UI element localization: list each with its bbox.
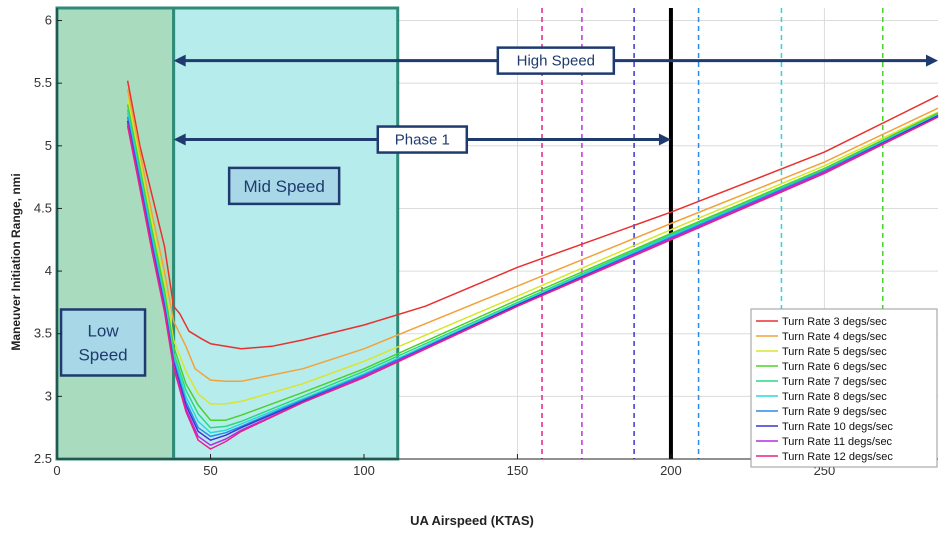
x-tick-label: 200 xyxy=(660,463,682,478)
arrowhead-right xyxy=(926,54,938,67)
region-label: Mid Speed xyxy=(244,177,325,196)
series-lines xyxy=(126,80,939,450)
x-tick-label: 100 xyxy=(353,463,375,478)
legend-label: Turn Rate 9 degs/sec xyxy=(782,406,887,418)
legend-label: Turn Rate 11 degs/sec xyxy=(782,436,893,448)
legend: Turn Rate 3 degs/sec Turn Rate 4 degs/sec… xyxy=(750,308,938,468)
arrow-label: High Speed xyxy=(517,53,595,70)
x-tick-label: 0 xyxy=(53,463,60,478)
legend-label: Turn Rate 10 degs/sec xyxy=(782,421,893,433)
region-label: Low xyxy=(87,321,119,340)
series-line xyxy=(126,89,939,383)
series-line xyxy=(126,109,939,429)
legend-label: Turn Rate 6 degs/sec xyxy=(782,361,887,373)
y-tick-label: 5 xyxy=(45,138,52,153)
series-line xyxy=(126,80,939,350)
legend-label: Turn Rate 4 degs/sec xyxy=(782,331,887,343)
legend-label: Turn Rate 7 degs/sec xyxy=(782,376,887,388)
x-axis-label: UA Airspeed (KTAS) xyxy=(410,513,534,528)
arrowhead-left xyxy=(173,54,186,67)
legend-label: Turn Rate 12 degs/sec xyxy=(782,451,893,463)
annotations: Phase 1 High Speed Low Speed Mid Speed xyxy=(59,46,938,377)
y-tick-label: 4.5 xyxy=(34,200,52,215)
y-tick-label: 5.5 xyxy=(34,75,52,90)
y-tick-label: 3.5 xyxy=(34,326,52,341)
series-line xyxy=(126,104,939,421)
series-line xyxy=(126,98,939,405)
y-tick-label: 3 xyxy=(45,388,52,403)
speed-region xyxy=(172,6,400,461)
arrow-label-box xyxy=(496,46,616,75)
x-tick-label: 50 xyxy=(203,463,217,478)
arrow-label-box xyxy=(376,125,469,154)
region-label-box xyxy=(59,308,147,377)
x-tick-label: 150 xyxy=(507,463,529,478)
legend-label: Turn Rate 3 degs/sec xyxy=(782,316,887,328)
legend-label: Turn Rate 5 degs/sec xyxy=(782,346,887,358)
arrowhead-left xyxy=(173,133,186,146)
region-label: Speed xyxy=(78,345,127,364)
legend-box xyxy=(750,308,938,468)
arrowhead-right xyxy=(658,133,671,146)
y-tick-label: 6 xyxy=(45,13,52,28)
y-axis-label: Maneuver Initiation Range, nmi xyxy=(9,173,23,350)
legend-label: Turn Rate 8 degs/sec xyxy=(782,391,887,403)
speed-regions xyxy=(55,6,400,461)
region-label-box xyxy=(227,166,341,206)
arrow-label: Phase 1 xyxy=(395,132,450,149)
y-tick-label: 2.5 xyxy=(34,451,52,466)
y-tick-label: 4 xyxy=(45,263,52,278)
series-line xyxy=(126,116,939,450)
